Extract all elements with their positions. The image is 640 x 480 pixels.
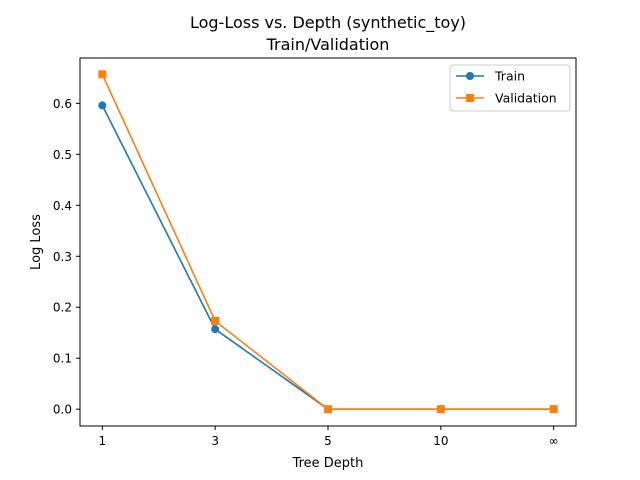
data-point [98,70,107,79]
legend-label: Validation [495,91,557,106]
y-tick-label: 0.4 [53,199,72,213]
x-axis: 1 3 5 10 ∞ [98,426,559,448]
y-tick-label: 0.5 [53,148,72,162]
y-tick-label: 0.2 [53,301,72,315]
legend-marker [466,72,474,80]
y-axis: 0.0 0.1 0.2 0.3 0.4 0.5 0.6 [53,97,80,417]
data-point [211,325,220,334]
x-tick-label: 5 [324,434,332,448]
legend-marker [466,94,474,102]
plot-area [79,57,577,427]
x-tick-label: 3 [211,434,219,448]
legend: Train Validation [449,64,571,112]
series-line [101,105,554,410]
data-point [98,101,107,110]
legend-label: Train [494,69,525,84]
data-point [324,405,332,414]
x-tick-label: ∞ [549,434,559,448]
data-point [436,405,445,414]
x-axis-label: Tree Depth [292,456,364,471]
y-tick-label: 0.3 [53,250,72,264]
chart-subtitle: Train/Validation [266,35,390,54]
x-tick-label: 10 [433,434,448,448]
data-point [211,317,220,326]
y-tick-label: 0.1 [53,352,72,366]
chart-title: Log-Loss vs. Depth (synthetic_toy) [190,13,466,33]
x-tick-label: 1 [98,434,106,448]
series-train [98,101,558,414]
series-validation [98,70,558,414]
y-axis-label: Log Loss [29,214,44,270]
data-point [549,405,558,414]
plot-frame [79,57,577,427]
series-line [101,73,554,410]
y-tick-label: 0.0 [53,403,72,417]
y-tick-label: 0.6 [53,97,72,111]
series-layer [98,70,558,414]
